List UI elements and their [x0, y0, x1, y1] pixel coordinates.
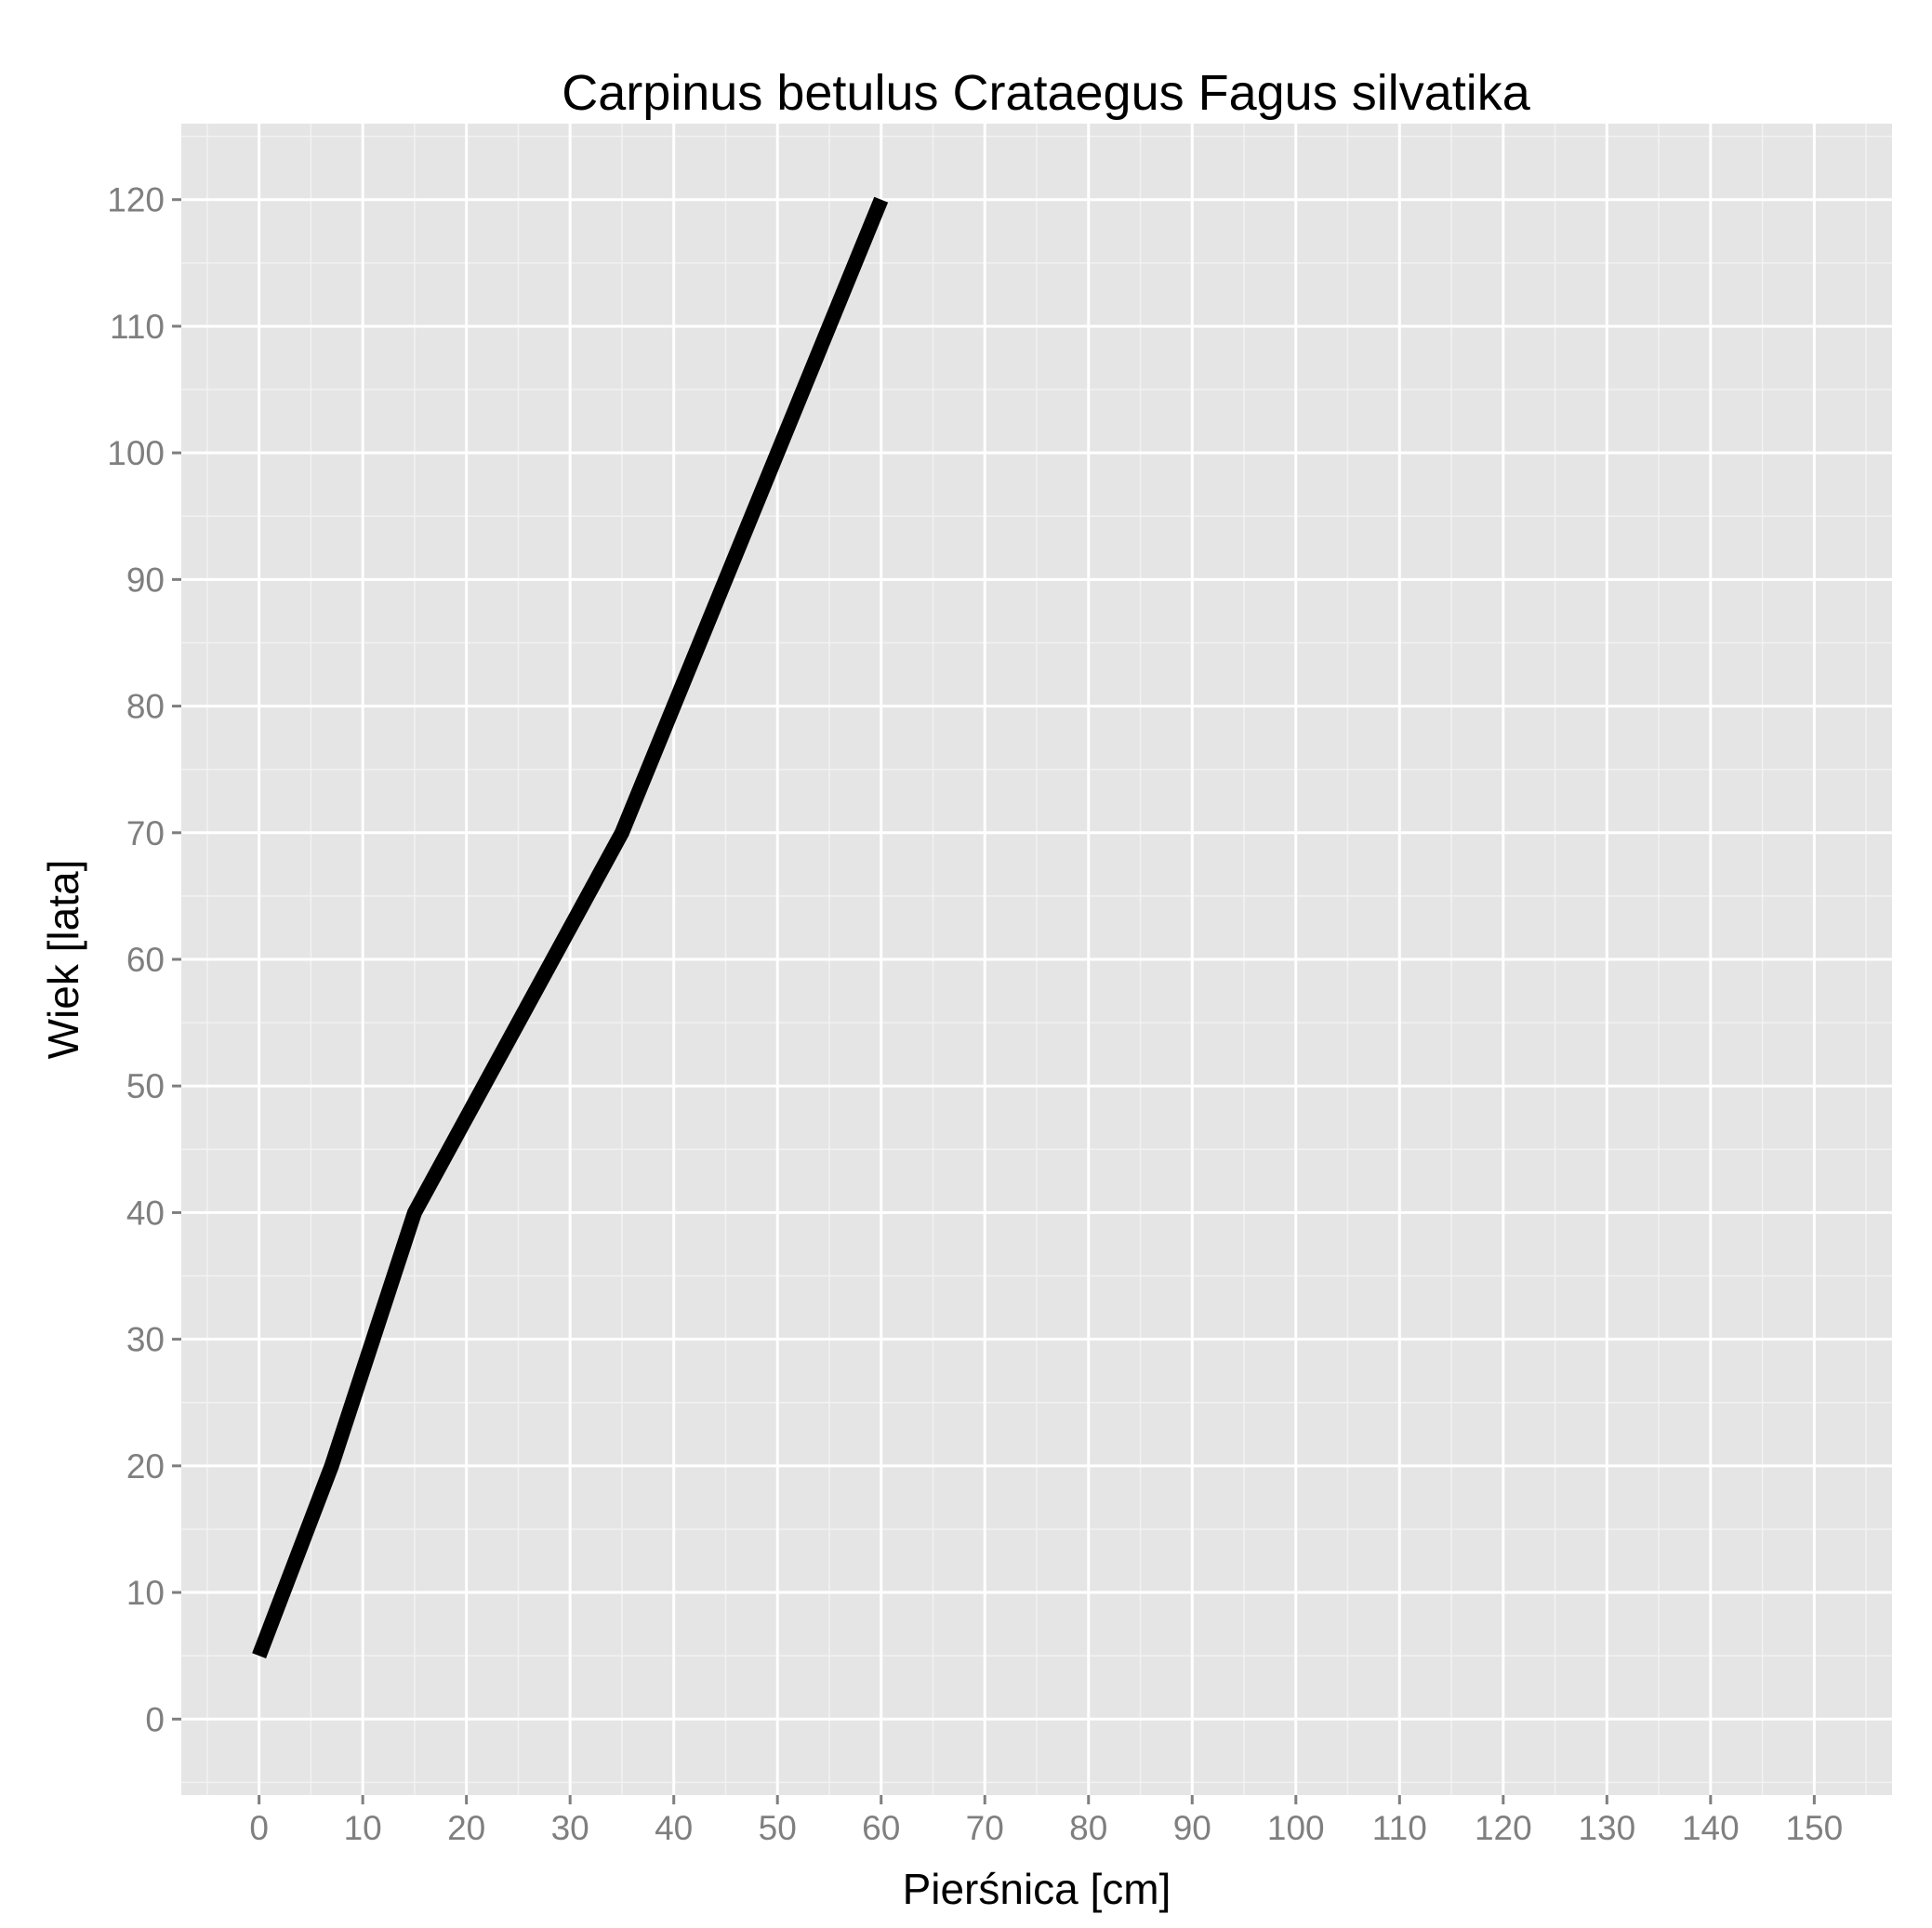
x-tick-label: 130 — [1578, 1809, 1635, 1847]
y-tick-label: 10 — [126, 1574, 165, 1612]
y-tick-label: 40 — [126, 1194, 165, 1232]
x-tick-label: 150 — [1785, 1809, 1843, 1847]
series-layer — [252, 196, 889, 1659]
x-tick-label: 110 — [1372, 1809, 1427, 1847]
x-axis: 0 10 20 30 40 50 60 70 80 90 100 110 120 130 140 150 — [249, 1795, 1843, 1847]
x-tick-label: 40 — [655, 1809, 693, 1847]
x-tick-label: 0 — [249, 1809, 269, 1847]
x-tick-label: 70 — [966, 1809, 1004, 1847]
y-axis: 0 10 20 30 40 50 60 70 80 90 100 110 120 — [107, 181, 181, 1738]
x-tick-label: 10 — [344, 1809, 382, 1847]
major-grid — [181, 124, 1892, 1795]
y-axis-title: Wiek [lata] — [39, 860, 87, 1060]
y-tick-label: 50 — [126, 1067, 165, 1105]
x-tick-label: 50 — [759, 1809, 797, 1847]
x-tick-label: 20 — [447, 1809, 485, 1847]
y-tick-label: 70 — [126, 814, 165, 852]
y-tick-label: 90 — [126, 561, 165, 599]
x-tick-label: 80 — [1069, 1809, 1107, 1847]
series-line-0 — [252, 196, 889, 1659]
y-tick-label: 0 — [145, 1700, 165, 1738]
x-tick-label: 120 — [1475, 1809, 1532, 1847]
x-tick-label: 60 — [862, 1809, 900, 1847]
y-tick-label: 60 — [126, 941, 165, 979]
x-tick-label: 90 — [1173, 1809, 1211, 1847]
x-axis-title: Pierśnica [cm] — [903, 1865, 1171, 1913]
x-tick-label: 140 — [1682, 1809, 1740, 1847]
y-tick-label: 110 — [110, 308, 165, 346]
y-tick-label: 80 — [126, 688, 165, 726]
y-tick-label: 120 — [107, 181, 165, 219]
chart-title: Carpinus betulus Crataegus Fagus silvati… — [562, 65, 1530, 121]
x-tick-label: 100 — [1267, 1809, 1325, 1847]
y-tick-label: 30 — [126, 1321, 165, 1359]
y-tick-label: 20 — [126, 1447, 165, 1486]
x-tick-label: 30 — [551, 1809, 589, 1847]
y-tick-label: 100 — [107, 434, 165, 472]
